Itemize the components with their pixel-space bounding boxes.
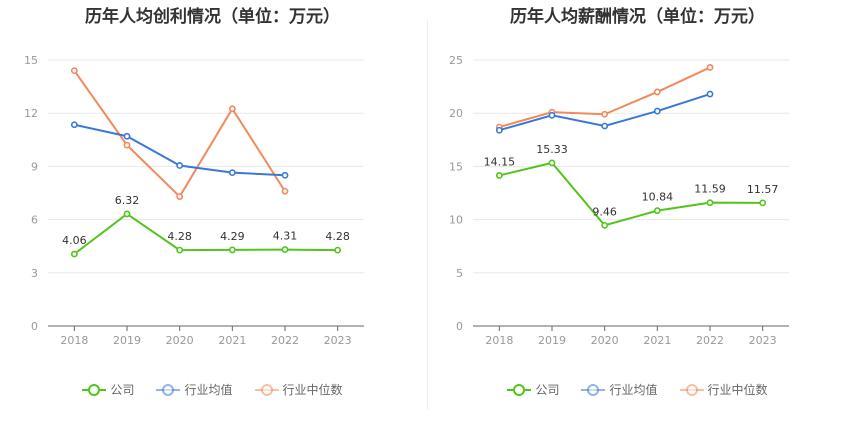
y-tick-label: 15 [24,54,38,67]
series-line [499,66,711,128]
legend-swatch [581,383,606,397]
data-point[interactable] [228,169,236,177]
y-tick-label: 5 [456,267,463,280]
series-line [73,70,286,199]
y-tick-label: 3 [31,267,38,280]
data-point[interactable] [123,210,131,218]
data-point[interactable] [759,199,767,207]
x-tick-label: 2022 [271,334,299,347]
data-point[interactable] [70,250,78,258]
y-tick-label: 0 [31,320,38,333]
y-tick-label: 20 [449,107,463,120]
data-point[interactable] [601,221,609,229]
legend-item[interactable]: 行业中位数 [254,381,343,398]
data-point[interactable] [334,246,342,254]
legend-item[interactable]: 行业均值 [156,381,233,398]
data-point[interactable] [601,122,609,130]
data-point[interactable] [706,90,714,98]
x-tick-label: 2021 [643,334,671,347]
x-tick-label: 2018 [485,334,513,347]
series-line [499,161,763,227]
legend-swatch [679,383,704,397]
data-label: 4.06 [62,234,87,247]
data-point[interactable] [706,199,714,207]
x-tick-label: 2019 [113,334,141,347]
data-point[interactable] [653,107,661,115]
data-point[interactable] [495,172,503,179]
x-tick-label: 2020 [591,334,619,347]
data-label: 4.31 [273,230,298,243]
data-point[interactable] [281,246,289,253]
x-tick-label: 2019 [538,334,566,347]
series-line [73,212,338,255]
legend-label: 行业均值 [609,383,658,397]
y-tick-label: 9 [31,160,38,173]
legend-swatch [254,383,279,397]
data-label: 6.32 [115,194,140,207]
chart-panel-profit: 历年人均创利情况（单位：万元） 0 3 6 9 12 15 2018 2019 2020 2021… [0,7,425,398]
profit-chart-svg: 0 3 6 9 12 15 2018 2019 2020 2021 2022 2023 4.06 6.32… [24,54,364,347]
data-point[interactable] [653,88,661,96]
data-point[interactable] [123,132,131,140]
chart-legend: 公司 行业均值 行业中位数 [0,381,425,398]
salary-chart-svg: 0 5 10 15 20 25 2018 2019 2020 2021 2022 2023 14.15 1… [449,54,789,347]
chart-legend: 公司 行业均值 行业中位数 [425,381,850,398]
x-tick-label: 2023 [324,334,352,347]
legend-swatch [156,383,181,397]
legend-label: 行业中位数 [282,383,343,397]
y-tick-label: 0 [456,320,463,333]
data-label: 9.46 [592,205,617,218]
data-point[interactable] [548,159,556,167]
legend-item[interactable]: 公司 [82,381,134,398]
data-label: 4.28 [325,230,350,243]
data-point[interactable] [601,110,609,118]
y-tick-label: 12 [24,107,38,120]
data-point[interactable] [176,162,184,169]
y-tick-label: 25 [449,54,463,67]
data-point[interactable] [548,111,556,119]
chart-panel-salary: 历年人均薪酬情况（单位：万元） 0 5 10 15 20 25 2018 2019 2020 20… [425,0,850,437]
data-label: 11.57 [747,183,779,196]
data-point[interactable] [281,171,289,179]
legend-label: 公司 [535,383,560,397]
data-point[interactable] [70,121,78,129]
x-tick-label: 2022 [696,334,724,347]
legend-label: 公司 [110,383,135,397]
y-tick-label: 10 [449,214,463,227]
x-tick-label: 2018 [60,334,88,347]
y-tick-label: 15 [449,160,463,173]
data-label: 10.84 [642,191,674,204]
legend-swatch [507,383,532,397]
y-tick-label: 6 [31,214,38,227]
data-point[interactable] [653,207,661,215]
legend-item[interactable]: 行业中位数 [679,381,768,398]
x-tick-label: 2021 [218,334,246,347]
legend-label: 行业均值 [184,383,233,397]
data-point[interactable] [706,64,714,71]
chart-title: 历年人均创利情况（单位：万元） [85,7,340,27]
chart-title: 历年人均薪酬情况（单位：万元） [510,7,765,27]
x-tick-label: 2020 [166,334,194,347]
data-point[interactable] [228,246,236,254]
data-label: 4.28 [167,230,192,243]
data-point[interactable] [176,193,184,200]
data-label: 14.15 [484,155,515,168]
data-point[interactable] [281,187,289,195]
data-point[interactable] [228,105,236,113]
data-label: 15.33 [536,143,568,156]
legend-swatch [82,383,107,397]
data-point[interactable] [70,67,78,75]
data-point[interactable] [123,141,131,149]
legend-item[interactable]: 公司 [507,381,559,398]
x-tick-label: 2023 [749,334,777,347]
legend-label: 行业中位数 [707,383,768,397]
panel-divider [427,20,428,410]
legend-item[interactable]: 行业均值 [581,381,658,398]
data-label: 4.29 [220,230,245,243]
data-point[interactable] [495,126,503,134]
data-point[interactable] [176,246,184,254]
data-label: 11.59 [694,183,726,196]
